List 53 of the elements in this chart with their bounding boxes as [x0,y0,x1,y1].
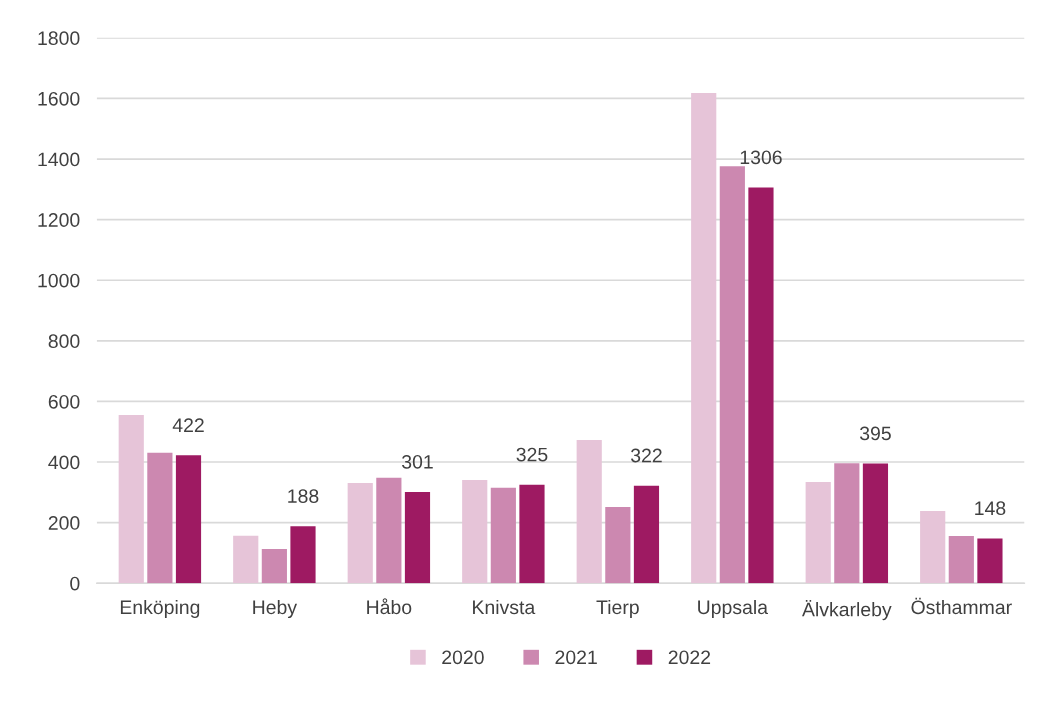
data-label: 325 [516,447,548,462]
data-label: 301 [402,454,433,469]
bar [404,492,431,584]
bar [948,535,974,584]
bar [147,452,173,584]
bar [748,187,774,584]
bar [462,479,488,584]
y-tick-label: 1000 [38,273,80,288]
y-tick-label: 1400 [38,152,80,167]
bar [691,93,717,584]
y-tick-label: 200 [48,516,80,530]
y-tick-label: 800 [48,334,80,349]
data-label: 148 [975,501,1006,516]
data-label: 322 [630,448,662,463]
y-tick-label: 1200 [38,213,80,227]
bar [376,477,402,584]
y-tick-label: 400 [48,455,80,470]
y-tick-label: 1600 [38,91,80,106]
legend-label: 2022 [668,650,711,665]
bar [233,535,259,584]
x-tick-label: Uppsala [698,599,768,619]
bar [290,526,316,584]
data-label: 395 [859,426,891,441]
bar [834,463,860,584]
bar [862,463,889,584]
data-label: 422 [172,418,204,432]
bar [490,487,516,584]
x-tick-label: Enköping [120,599,200,619]
bar [175,455,202,584]
bar [118,415,144,584]
x-tick-label: Östhammar [911,597,1012,615]
legend-label: 2021 [555,650,597,665]
data-label: 188 [288,489,319,503]
legend-label: 2020 [442,650,484,665]
y-tick-label: 0 [70,576,80,591]
y-tick-label: 1800 [38,31,80,46]
x-tick-label: Älvkarleby [802,599,892,621]
x-tick-label: Håbo [367,598,412,615]
x-tick-label: Heby [253,599,298,619]
data-label: 1306 [740,150,782,165]
x-tick-label: Tierp [596,599,639,619]
bar [805,482,831,584]
bar [576,439,602,584]
y-tick-label: 600 [48,394,80,409]
bar [261,548,287,584]
bar [633,485,660,584]
bar [347,482,373,584]
bar [920,511,946,584]
bar [605,506,631,584]
bar [719,166,745,584]
bar [519,484,545,584]
bar [977,538,1003,584]
x-tick-label: Knivsta [473,599,536,615]
